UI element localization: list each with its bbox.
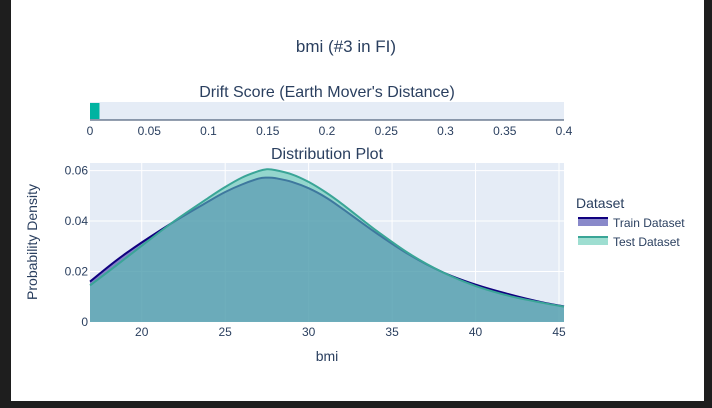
legend-items: Train Dataset Test Dataset	[578, 216, 685, 249]
drift-plot-area	[90, 102, 564, 120]
dist-y-tick-label: 0.06	[65, 164, 89, 178]
train-dataset-legend-swatch	[578, 218, 608, 226]
drift-bars	[90, 103, 100, 119]
drift-x-tick-label: 0.3	[437, 124, 454, 138]
drift-bar	[90, 103, 100, 119]
dist-x-tick-label: 45	[552, 325, 566, 339]
dist-y-tick-label: 0.02	[65, 265, 89, 279]
dist-x-tick-label: 35	[385, 325, 399, 339]
figure-svg: bmi (#3 in FI) Drift Score (Earth Mover'…	[24, 37, 685, 364]
drift-x-tick-label: 0	[87, 124, 94, 138]
dist-y-axis-label: Probability Density	[24, 184, 40, 300]
dist-y-ticks: 0 0.02 0.04 0.06	[65, 164, 89, 329]
drift-x-tick-label: 0.2	[319, 124, 336, 138]
drift-x-tick-label: 0.1	[200, 124, 217, 138]
drift-x-tick-label: 0.4	[556, 124, 573, 138]
drift-x-tick-label: 0.05	[138, 124, 162, 138]
dist-x-tick-label: 30	[302, 325, 316, 339]
test-dataset-line	[89, 168, 565, 308]
dist-x-axis-label: bmi	[316, 348, 339, 364]
dist-title: Distribution Plot	[271, 146, 384, 163]
dist-x-ticks: 20 25 30 35 40 45	[135, 325, 566, 339]
drift-x-ticks: 0 0.05 0.1 0.15 0.2 0.25 0.3 0.35 0.4	[87, 124, 573, 138]
dist-x-tick-label: 40	[469, 325, 483, 339]
drift-x-tick-label: 0.25	[375, 124, 399, 138]
dist-series	[89, 168, 565, 322]
dist-y-tick-label: 0.04	[65, 214, 89, 228]
dist-x-tick-label: 20	[135, 325, 149, 339]
drift-x-tick-label: 0.35	[493, 124, 517, 138]
dist-y-tick-label: 0	[81, 315, 88, 329]
figure-title: bmi (#3 in FI)	[296, 37, 396, 56]
test-dataset-legend-swatch	[578, 237, 608, 245]
legend: Dataset Train Dataset Test Dataset	[576, 195, 685, 249]
drift-x-tick-label: 0.15	[256, 124, 280, 138]
test-dataset-legend-label: Test Dataset	[613, 235, 680, 249]
train-dataset-legend-label: Train Dataset	[613, 216, 685, 230]
legend-title: Dataset	[576, 195, 624, 211]
dist-x-tick-label: 25	[219, 325, 233, 339]
figure-card: bmi (#3 in FI) Drift Score (Earth Mover'…	[11, 0, 704, 401]
drift-title: Drift Score (Earth Mover's Distance)	[199, 84, 455, 101]
test-dataset-area	[90, 169, 564, 322]
